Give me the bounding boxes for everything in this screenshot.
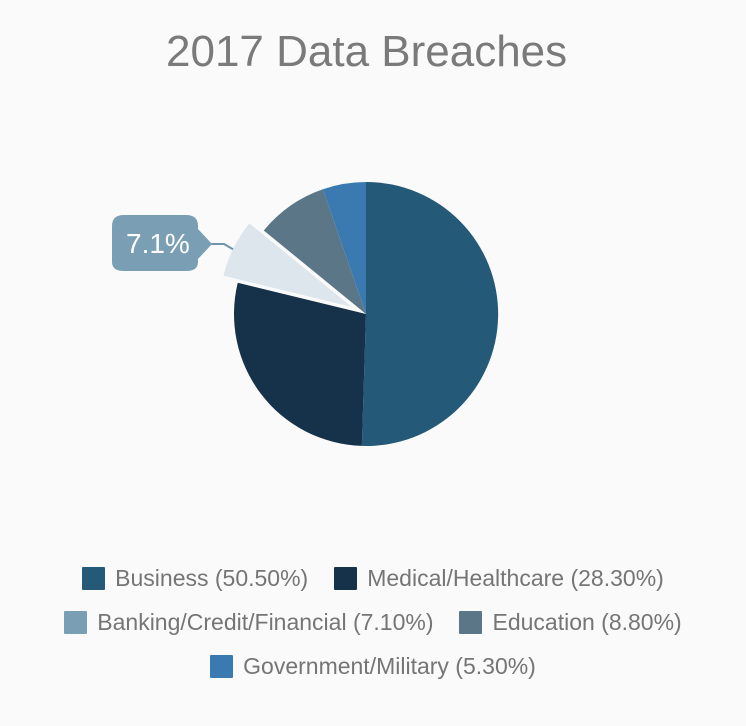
svg-text:7.1%: 7.1% — [126, 228, 190, 259]
